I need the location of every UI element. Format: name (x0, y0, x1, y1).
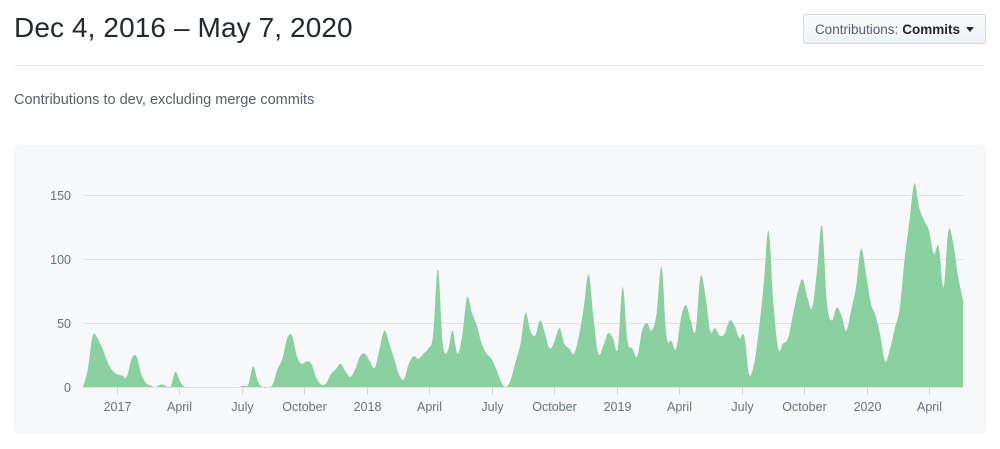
x-axis-tick-label: July (231, 400, 254, 414)
page-header: Dec 4, 2016 – May 7, 2020 Contributions:… (14, 8, 986, 54)
chevron-down-icon (966, 26, 974, 32)
x-axis-tick-label: April (167, 400, 192, 414)
y-axis-tick-label: 50 (57, 317, 71, 331)
x-axis-tick-label: October (782, 400, 826, 414)
x-axis-tick-label: 2018 (354, 400, 382, 414)
contributions-dropdown-label: Contributions: (814, 21, 899, 37)
x-axis-tick-label: April (667, 400, 692, 414)
y-axis-tick-label: 0 (64, 381, 71, 395)
page-title: Dec 4, 2016 – May 7, 2020 (14, 12, 353, 43)
chart-subtitle: Contributions to dev, excluding merge co… (14, 92, 315, 108)
x-axis-tick-label: July (481, 400, 504, 414)
x-axis-tick-label: April (917, 400, 942, 414)
commits-area-series (83, 183, 963, 388)
contributions-area-chart: 0 50 100 150 2017 April July October 2018 April Ju… (50, 183, 963, 414)
y-axis-tick-label: 150 (50, 189, 71, 203)
x-axis-tick-label: 2017 (104, 400, 132, 414)
contributions-type-dropdown[interactable]: Contributions: Commits (802, 14, 986, 44)
y-axis-tick-label: 100 (50, 253, 71, 267)
x-axis-tick-label: 2019 (604, 400, 632, 414)
x-axis-tick-label: October (532, 400, 576, 414)
x-axis-tick-label: 2020 (854, 400, 882, 414)
x-axis-tick-label: April (417, 400, 442, 414)
x-axis-tick-label: July (731, 400, 754, 414)
x-axis-tick-label: October (282, 400, 326, 414)
contributions-chart-panel: 0 50 100 150 2017 April July October 2018 April Ju… (14, 145, 986, 434)
header-divider (14, 65, 986, 66)
contributions-dropdown-value: Commits (902, 21, 960, 37)
